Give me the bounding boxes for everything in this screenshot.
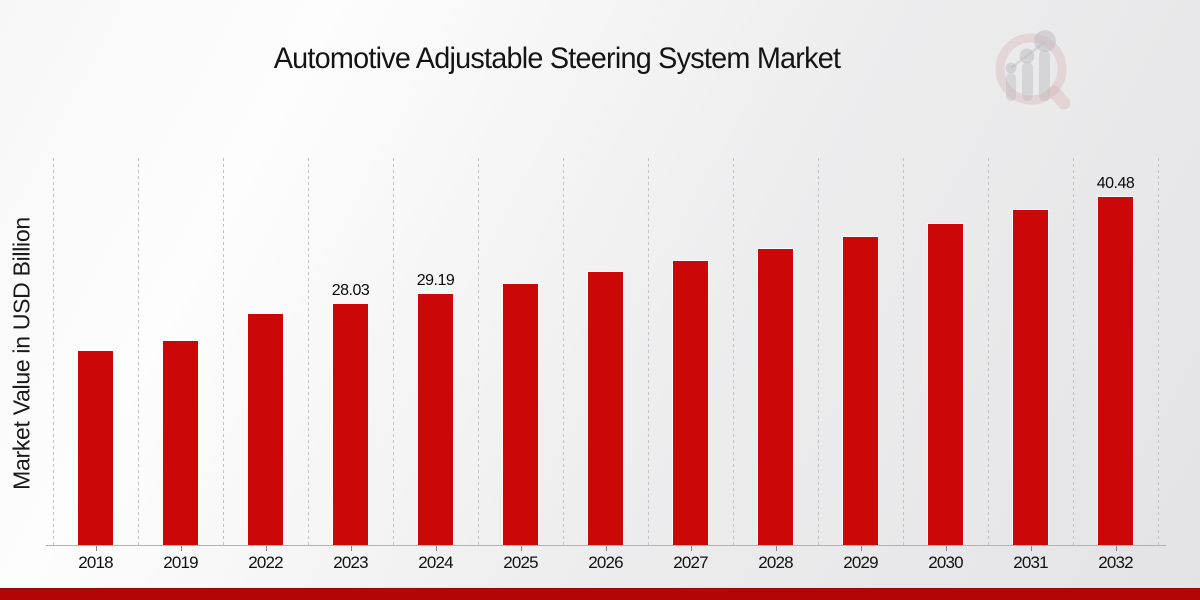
plot-area: 28.03 29.19 40.48 (53, 158, 1159, 545)
gridline (1073, 158, 1074, 545)
x-axis-tick-label-2023: 2023 (333, 553, 368, 572)
bar-2022 (248, 314, 283, 545)
bar-2031 (1013, 210, 1048, 545)
x-axis-tick-label-2018: 2018 (78, 553, 113, 572)
x-axis-tick-label-2026: 2026 (588, 553, 623, 572)
x-axis-tick (350, 546, 352, 551)
gridline (393, 158, 394, 545)
x-axis-tick (690, 546, 692, 551)
bar-2026 (588, 272, 623, 545)
bottom-red-band (0, 588, 1200, 600)
gridline (648, 158, 649, 545)
bar-2028 (758, 249, 793, 545)
x-axis-tick-label-2019: 2019 (163, 553, 198, 572)
gridline (903, 158, 904, 545)
x-axis-tick-label-2032: 2032 (1098, 553, 1133, 572)
gridline (733, 158, 734, 545)
x-axis-tick-label-2031: 2031 (1013, 553, 1048, 572)
gridline (1158, 158, 1159, 545)
y-axis-label: Market Value in USD Billion (8, 217, 35, 490)
bar-2029 (843, 237, 878, 545)
bar-2018 (78, 351, 113, 545)
x-axis-tick (95, 546, 97, 551)
market-research-future-logo-icon (995, 30, 1071, 110)
x-axis-tick-label-2025: 2025 (503, 553, 538, 572)
x-axis-tick-label-2024: 2024 (418, 553, 453, 572)
x-axis-tick (945, 546, 947, 551)
x-axis-tick (435, 546, 437, 551)
gridline (988, 158, 989, 545)
logo-bar-medium (1022, 62, 1033, 101)
x-axis-tick (1030, 546, 1032, 551)
logo-dot-large (1034, 30, 1056, 52)
chart-title: Automotive Adjustable Steering System Ma… (273, 42, 841, 75)
gridline (478, 158, 479, 545)
logo-dot-small (1005, 62, 1017, 74)
bar-2025 (503, 284, 538, 545)
x-axis-tick (860, 546, 862, 551)
logo-dot-medium (1019, 48, 1035, 64)
logo-magnifier-handle (1047, 85, 1071, 110)
logo-bar-small (1006, 73, 1016, 101)
x-axis-tick-label-2028: 2028 (758, 553, 793, 572)
bar-2019 (163, 341, 198, 545)
bar-value-label-2023: 28.03 (331, 282, 370, 299)
gridline (308, 158, 309, 545)
x-axis-tick-label-2027: 2027 (673, 553, 708, 572)
logo-trend-line (1010, 41, 1046, 69)
x-axis-tick-label-2029: 2029 (843, 553, 878, 572)
bar-2032 (1098, 197, 1133, 545)
x-axis-tick (180, 546, 182, 551)
x-axis-tick (605, 546, 607, 551)
x-axis-tick (265, 546, 267, 551)
x-axis-tick (775, 546, 777, 551)
gridline (563, 158, 564, 545)
x-axis-tick (520, 546, 522, 551)
x-axis-tick-label-2030: 2030 (928, 553, 963, 572)
x-axis-tick-label-2022: 2022 (248, 553, 283, 572)
x-axis-line (46, 545, 1166, 546)
logo-bar-large (1039, 50, 1050, 101)
bar-2027 (673, 261, 708, 545)
gridline (223, 158, 224, 545)
bar-2024 (418, 294, 453, 545)
bar-2023 (333, 304, 368, 545)
bar-value-label-2024: 29.19 (416, 272, 455, 289)
gridline (818, 158, 819, 545)
bar-value-label-2032: 40.48 (1096, 175, 1135, 192)
bar-2030 (928, 224, 963, 545)
logo-magnifier-ring (995, 33, 1067, 105)
gridline (53, 158, 54, 545)
gridline (138, 158, 139, 545)
x-axis-tick (1115, 546, 1117, 551)
